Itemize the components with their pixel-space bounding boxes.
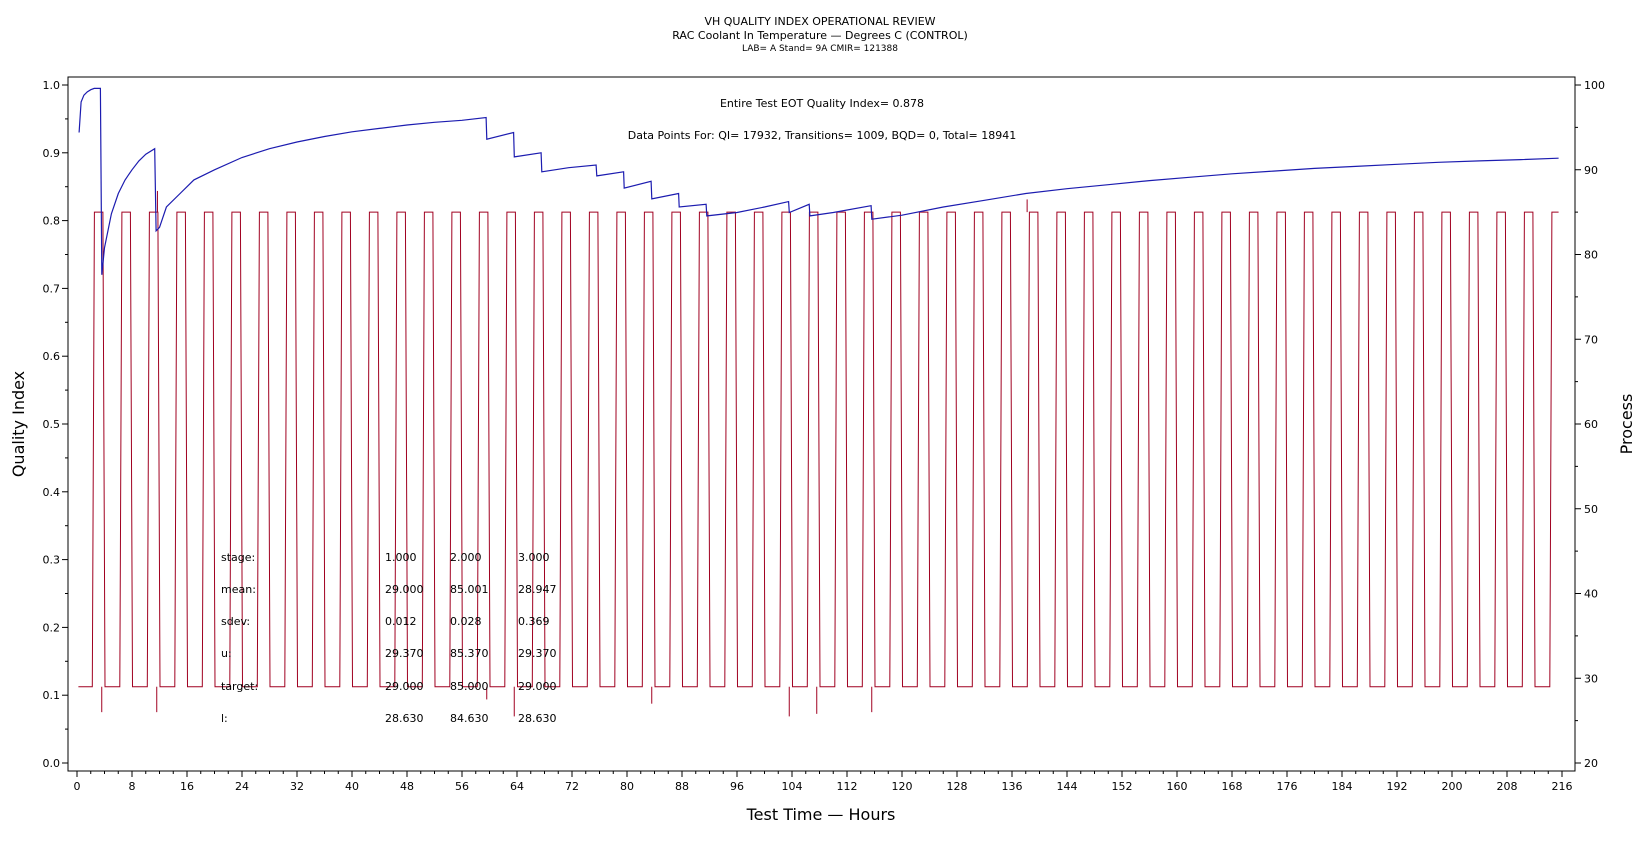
stats-cell: 3.000: [518, 551, 550, 564]
y2-tick-label: 60: [1584, 418, 1598, 431]
stats-cell: 28.630: [385, 712, 424, 725]
x-tick-label: 168: [1222, 780, 1243, 793]
stats-row-label: l:: [221, 712, 228, 725]
x-tick-label: 208: [1497, 780, 1518, 793]
stats-cell: 85.000: [450, 680, 489, 693]
quality-index-series: [78, 87, 1559, 275]
y-tick-label: 0.4: [43, 486, 61, 499]
x-tick-label: 136: [1002, 780, 1023, 793]
stats-cell: 29.370: [385, 647, 424, 660]
stats-row-label: sdev:: [221, 615, 250, 628]
chart-subtitle: RAC Coolant In Temperature — Degrees C (…: [672, 29, 968, 42]
process-series: [78, 190, 1559, 717]
stats-cell: 0.028: [450, 615, 482, 628]
x-tick-label: 96: [730, 780, 744, 793]
stats-cell: 85.001: [450, 583, 489, 596]
stats-cell: 29.370: [518, 647, 557, 660]
y-tick-label: 0.3: [43, 554, 61, 567]
stats-cell: 28.630: [518, 712, 557, 725]
stats-cell: 0.369: [518, 615, 550, 628]
y2-tick-label: 50: [1584, 503, 1598, 516]
chart-subtitle-2: LAB= A Stand= 9A CMIR= 121388: [742, 44, 898, 54]
quality-index-annotation: Entire Test EOT Quality Index= 0.878: [720, 97, 924, 110]
stats-row-label: target:: [221, 680, 258, 693]
x-tick-label: 144: [1057, 780, 1078, 793]
x-tick-label: 160: [1167, 780, 1188, 793]
quality-index-line: [78, 87, 1559, 275]
y-axis-label: Quality Index: [9, 371, 28, 477]
y2-tick-label: 100: [1584, 79, 1605, 92]
stats-cell: 2.000: [450, 551, 482, 564]
stats-cell: 28.947: [518, 583, 557, 596]
stats-cell: 84.630: [450, 712, 489, 725]
x-tick-label: 192: [1387, 780, 1408, 793]
x-tick-label: 48: [400, 780, 414, 793]
x-tick-label: 32: [290, 780, 304, 793]
x-tick-label: 104: [782, 780, 803, 793]
y-tick-label: 0.8: [43, 215, 61, 228]
stats-cell: 29.000: [518, 680, 557, 693]
x-tick-label: 8: [129, 780, 136, 793]
y-tick-label: 0.5: [43, 418, 61, 431]
x-tick-label: 184: [1332, 780, 1353, 793]
x-tick-label: 0: [74, 780, 81, 793]
x-tick-label: 80: [620, 780, 634, 793]
x-tick-label: 72: [565, 780, 579, 793]
y2-tick-label: 90: [1584, 164, 1598, 177]
y2-tick-label: 20: [1584, 757, 1598, 770]
x-tick-label: 112: [837, 780, 858, 793]
x-tick-label: 176: [1277, 780, 1298, 793]
stats-cell: 1.000: [385, 551, 417, 564]
x-axis-label: Test Time — Hours: [746, 805, 896, 824]
axes: 0 8 16 24 32 40 48 56 64 72 80 88 96 104 112 120 128 136 1…: [43, 79, 1606, 793]
stats-table: stage: mean: sdev: u: target: l: 1.000 29.000 0.…: [221, 551, 557, 725]
x-tick-label: 152: [1112, 780, 1133, 793]
x-tick-label: 128: [947, 780, 968, 793]
x-tick-label: 64: [510, 780, 524, 793]
stats-cell: 29.000: [385, 680, 424, 693]
y2-tick-label: 80: [1584, 249, 1598, 262]
stats-row-label: stage:: [221, 551, 255, 564]
x-tick-label: 56: [455, 780, 469, 793]
x-tick-label: 40: [345, 780, 359, 793]
x-tick-label: 200: [1442, 780, 1463, 793]
stats-cell: 85.370: [450, 647, 489, 660]
stats-row-label: mean:: [221, 583, 256, 596]
y2-tick-label: 70: [1584, 333, 1598, 346]
y2-axis-label: Process: [1617, 394, 1636, 455]
x-tick-label: 216: [1552, 780, 1573, 793]
y2-tick-label: 30: [1584, 672, 1598, 685]
stats-cell: 0.012: [385, 615, 417, 628]
y-tick-label: 1.0: [43, 79, 61, 92]
y-tick-label: 0.2: [43, 621, 61, 634]
y-tick-label: 0.6: [43, 350, 61, 363]
y-tick-label: 0.7: [43, 282, 61, 295]
x-tick-label: 24: [235, 780, 249, 793]
stats-row-label: u:: [221, 647, 232, 660]
x-tick-label: 16: [180, 780, 194, 793]
x-tick-label: 88: [675, 780, 689, 793]
x-tick-label: 120: [892, 780, 913, 793]
process-line: [78, 211, 1559, 688]
chart-title: VH QUALITY INDEX OPERATIONAL REVIEW: [704, 15, 935, 28]
y2-tick-label: 40: [1584, 588, 1598, 601]
y-tick-label: 0.0: [43, 757, 61, 770]
y-tick-label: 0.9: [43, 147, 61, 160]
plot-frame: [67, 76, 1576, 772]
y-tick-label: 0.1: [43, 689, 61, 702]
stats-cell: 29.000: [385, 583, 424, 596]
data-points-annotation: Data Points For: QI= 17932, Transitions=…: [628, 129, 1017, 142]
